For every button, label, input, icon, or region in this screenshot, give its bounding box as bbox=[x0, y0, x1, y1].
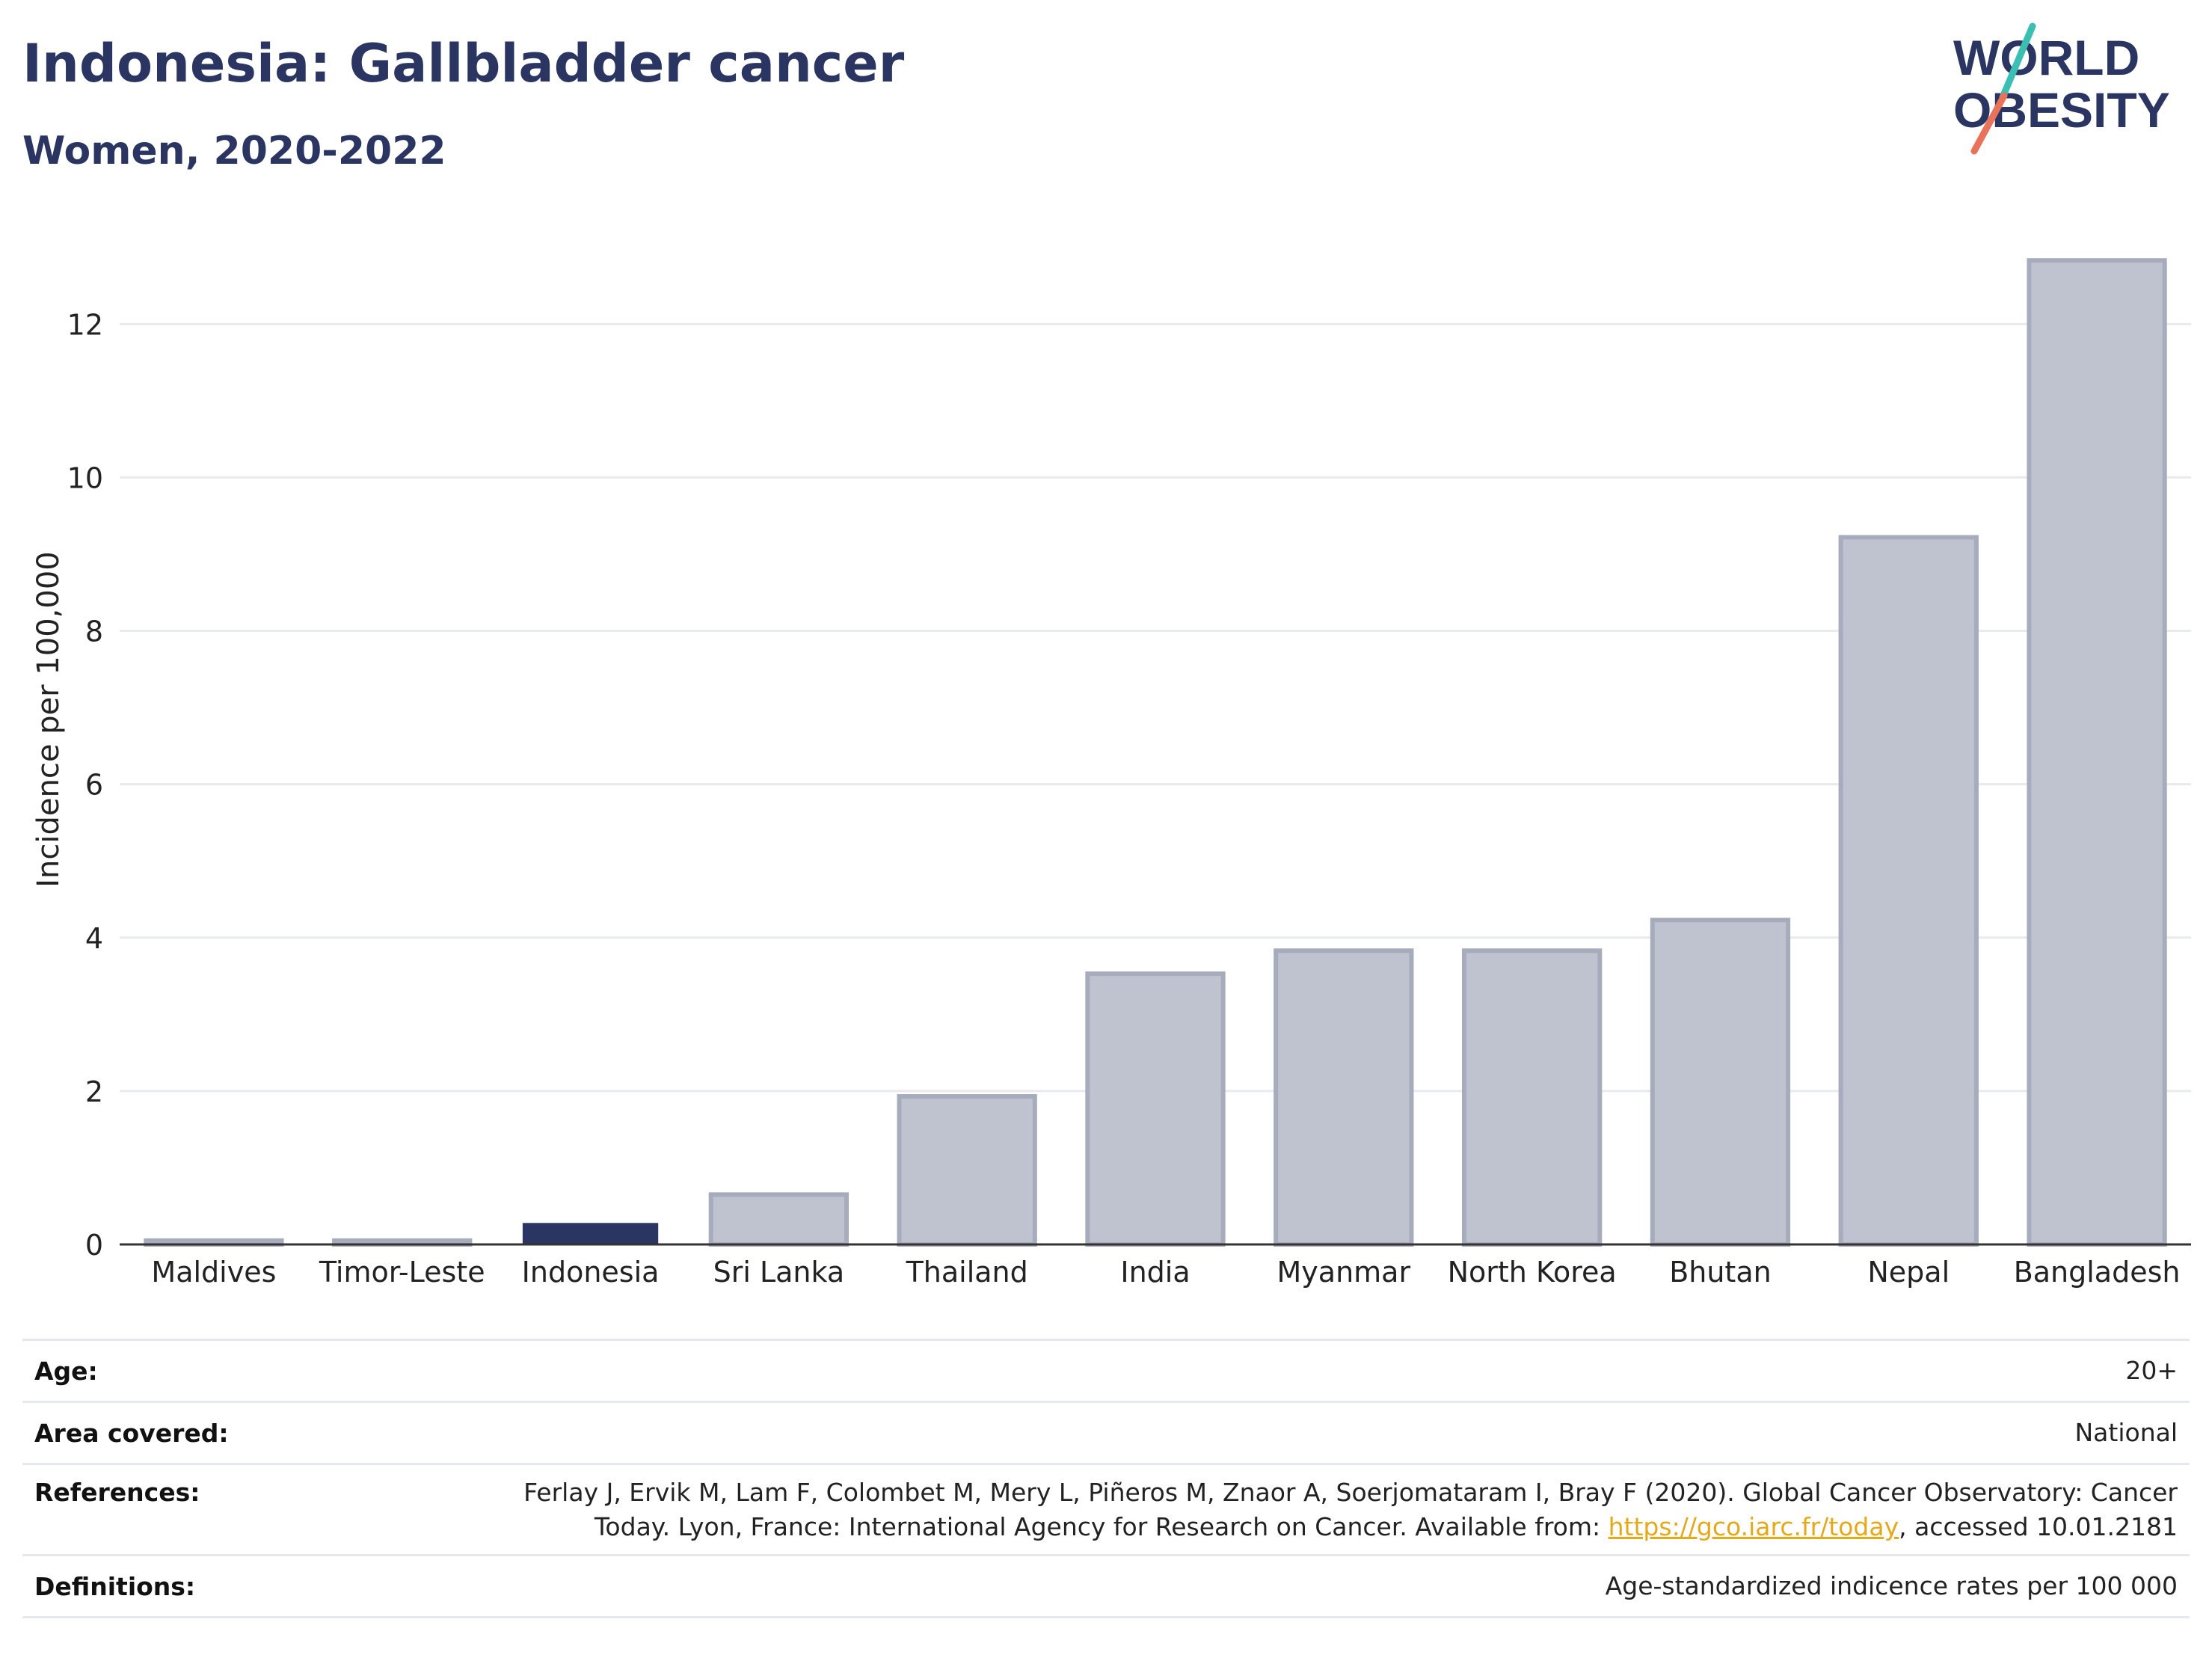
logo-line1: WORLD bbox=[1953, 30, 2139, 85]
y-tick-label: 4 bbox=[85, 922, 103, 955]
y-tick-labels: 0 2 4 6 8 10 12 bbox=[67, 308, 103, 1262]
bar-bhutan bbox=[1650, 918, 1791, 1247]
x-tick-label: Maldives bbox=[151, 1256, 276, 1289]
y-axis-label: Incidence per 100,000 bbox=[31, 551, 66, 888]
world-obesity-logo: WORLD OBESITY bbox=[1953, 22, 2170, 155]
definitions-label: Definitions: bbox=[34, 1571, 196, 1601]
references-line2-pre: Today. Lyon, France: International Agenc… bbox=[594, 1512, 1609, 1541]
bar-nepal bbox=[1838, 535, 1979, 1247]
logo-slash-teal bbox=[1999, 22, 2036, 101]
references-label: References: bbox=[34, 1478, 200, 1507]
y-tick-label: 6 bbox=[85, 769, 103, 802]
page-title: Indonesia: Gallbladder cancer bbox=[22, 33, 905, 94]
y-tick-label: 2 bbox=[85, 1075, 103, 1108]
y-tick-label: 8 bbox=[85, 615, 103, 648]
x-tick-label: Nepal bbox=[1867, 1256, 1950, 1289]
references-link[interactable]: https://gco.iarc.fr/today bbox=[1608, 1512, 1899, 1541]
x-tick-label: Bhutan bbox=[1669, 1256, 1772, 1289]
x-tick-label: Bangladesh bbox=[2014, 1256, 2181, 1289]
references-value: Ferlay J, Ervik M, Lam F, Colombet M, Me… bbox=[523, 1476, 2190, 1544]
bar-myanmar bbox=[1274, 948, 1414, 1247]
definitions-row: Definitions: Age-standardized indicence … bbox=[22, 1554, 2190, 1618]
bar-chart: 0 2 4 6 8 10 12 Maldives Timor-Leste Indonesia Sr… bbox=[31, 258, 2191, 1289]
area-label: Area covered: bbox=[34, 1418, 229, 1448]
bar-sri-lanka bbox=[708, 1192, 850, 1247]
logo-slash-coral bbox=[1970, 92, 2008, 155]
x-tick-label: Myanmar bbox=[1277, 1256, 1411, 1289]
x-tick-label: Sri Lanka bbox=[713, 1256, 845, 1289]
bar-india bbox=[1085, 971, 1226, 1247]
definitions-value: Age-standardized indicence rates per 100… bbox=[1605, 1571, 2178, 1600]
y-tick-label: 10 bbox=[67, 461, 103, 494]
bar-thailand bbox=[897, 1094, 1037, 1247]
references-line2-post: , accessed 10.01.2181 bbox=[1899, 1512, 2178, 1541]
bar-indonesia bbox=[522, 1223, 659, 1244]
metadata-table: Age: 20+ Area covered: National Referenc… bbox=[22, 1339, 2190, 1618]
bar-north-korea bbox=[1461, 948, 1603, 1247]
area-row: Area covered: National bbox=[22, 1401, 2190, 1463]
age-value: 20+ bbox=[2125, 1356, 2178, 1385]
references-line1: Ferlay J, Ervik M, Lam F, Colombet M, Me… bbox=[523, 1478, 2178, 1507]
x-tick-label: North Korea bbox=[1448, 1256, 1617, 1289]
bars bbox=[120, 258, 2191, 1247]
age-row: Age: 20+ bbox=[22, 1339, 2190, 1401]
y-tick-label: 0 bbox=[85, 1229, 103, 1262]
area-value: National bbox=[2074, 1418, 2178, 1447]
x-tick-label: Timor-Leste bbox=[319, 1256, 485, 1289]
bar-bangladesh bbox=[2027, 258, 2167, 1247]
x-tick-label: Indonesia bbox=[522, 1256, 660, 1289]
references-row: References: Ferlay J, Ervik M, Lam F, Co… bbox=[22, 1463, 2190, 1554]
age-label: Age: bbox=[34, 1356, 98, 1386]
x-tick-label: India bbox=[1120, 1256, 1190, 1289]
x-tick-labels: Maldives Timor-Leste Indonesia Sri Lanka Tha… bbox=[151, 1256, 2180, 1289]
x-tick-label: Thailand bbox=[906, 1256, 1028, 1289]
page-subtitle: Women, 2020-2022 bbox=[22, 129, 446, 174]
y-tick-label: 12 bbox=[67, 308, 103, 341]
